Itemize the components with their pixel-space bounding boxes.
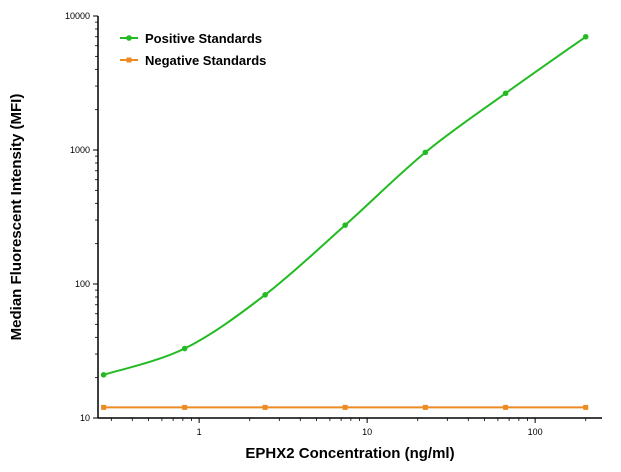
y-tick-label: 1000 [70,145,90,155]
positive-standards-point [100,372,107,378]
x-tick-label: 10 [362,427,372,437]
negative-standards-point [422,404,428,410]
positive-standards-line [103,35,587,376]
legend-label-positive-standards: Positive Standards [145,31,262,46]
positive-standards-point [502,90,509,97]
negative-standards-point [503,404,509,410]
positive-standards-point [262,292,268,298]
negative-standards-point [182,404,188,410]
legend-swatch-marker-positive-standards [126,35,132,41]
y-tick-label: 10000 [65,11,90,21]
positive-standards-point [342,222,348,228]
negative-standards-point [262,404,268,410]
legend-label-negative-standards: Negative Standards [145,53,266,68]
y-axis-title: Median Fluorescent Intensity (MFI) [8,94,25,341]
positive-standards-point [422,149,429,156]
y-tick-label: 100 [75,279,90,289]
negative-standards-point [101,404,107,410]
positive-standards-point [582,33,589,40]
legend-swatch-marker-negative-standards [126,57,132,63]
negative-standards-point [342,404,348,410]
negative-standards-point [583,404,589,410]
legend: Positive Standards Negative Standards [120,31,266,68]
x-axis-title: EPHX2 Concentration (ng/ml) [245,445,454,462]
x-tick-label: 1 [197,427,202,437]
positive-standards-point [181,345,188,352]
y-tick-label: 10 [80,413,90,423]
series-layer [100,33,589,410]
axes-layer: 10 100 1000 10000 1 10 100 [65,11,602,437]
x-tick-label: 100 [528,427,543,437]
